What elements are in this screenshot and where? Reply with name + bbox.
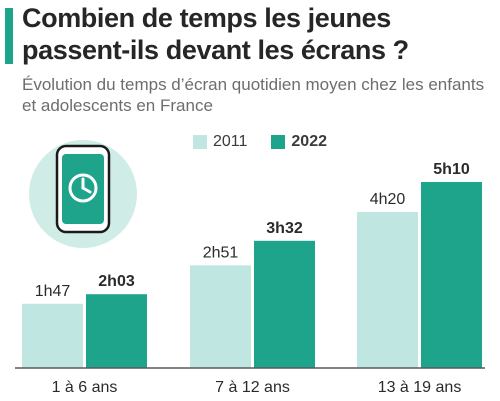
title-accent-bar [5,8,13,64]
chart-legend: 2011 2022 [193,132,327,152]
chart-subtitle: Évolution du temps d’écran quotidien moy… [22,75,485,115]
category-label-1: 1 à 6 ans [52,379,118,396]
data-label-2022-group-1: 2h03 [98,273,135,290]
legend-swatch-2011 [193,135,207,149]
bar-2022-group-1 [86,294,147,368]
bar-2022-group-3 [421,182,482,368]
legend-swatch-2022 [271,135,286,149]
bar-2022-group-2 [254,240,315,368]
bar-2011-group-2 [190,265,251,368]
category-label-3: 13 à 19 ans [378,379,462,396]
phone-clock-icon [29,140,137,248]
data-label-2011-group-2: 2h51 [203,244,239,261]
data-label-2022-group-3: 5h10 [433,161,470,178]
data-label-2011-group-3: 4h20 [370,191,406,208]
legend-label-2022: 2022 [291,133,327,150]
legend-item-2022: 2022 [271,133,327,151]
bar-2011-group-1 [22,303,83,368]
data-label-2011-group-1: 1h47 [35,283,71,300]
chart-title: Combien de temps les jeunes passent-ils … [22,3,409,65]
data-label-2022-group-2: 3h32 [266,220,303,237]
legend-label-2011: 2011 [213,133,248,150]
legend-item-2011: 2011 [193,133,247,151]
category-label-2: 7 à 12 ans [215,379,290,396]
bar-2011-group-3 [357,212,418,368]
